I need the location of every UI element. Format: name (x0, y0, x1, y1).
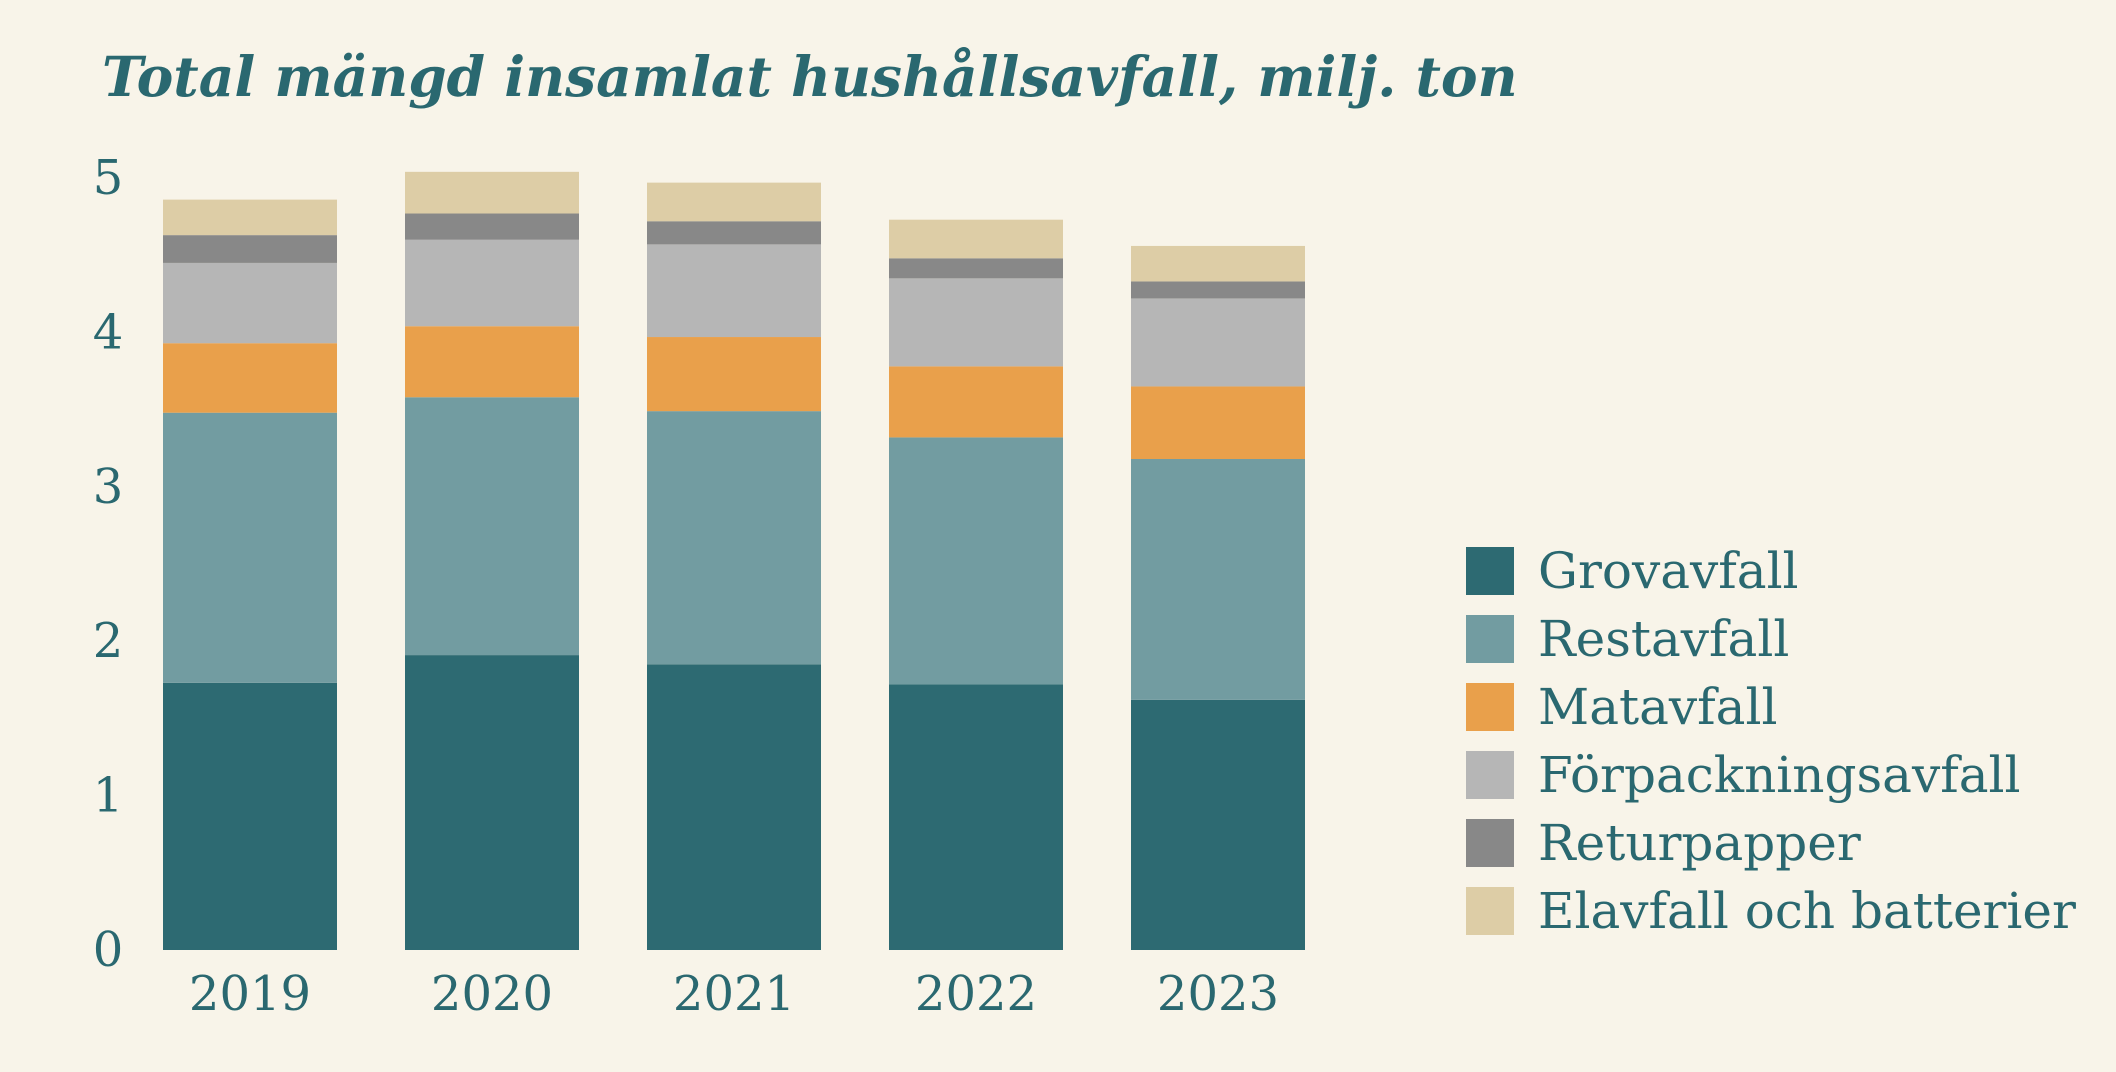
bar-segment (889, 366, 1063, 438)
legend-item: Matavfall (1466, 673, 2076, 741)
bar-segment (647, 182, 821, 222)
bar-segment (163, 262, 337, 344)
legend-swatch (1466, 751, 1514, 799)
legend-item: Förpackningsavfall (1466, 741, 2076, 809)
legend-item: Restavfall (1466, 605, 2076, 673)
bar-segment (405, 239, 579, 327)
legend-label: Returpapper (1538, 814, 1861, 872)
bar-segment (647, 221, 821, 245)
legend-item: Grovavfall (1466, 537, 2076, 605)
bar-segment (405, 397, 579, 656)
bar-segment (163, 682, 337, 950)
y-tick-label: 2 (93, 613, 124, 669)
x-tick-label: 2020 (431, 966, 553, 1022)
bar-segment (647, 411, 821, 665)
bar-segment (889, 258, 1063, 279)
legend-label: Matavfall (1538, 678, 1778, 736)
chart-title: Total mängd insamlat hushållsavfall, mil… (102, 44, 1518, 109)
y-tick-label: 5 (93, 150, 124, 206)
bar-segment (889, 219, 1063, 259)
bar-segment (1131, 459, 1305, 700)
bar-segment (647, 664, 821, 950)
bar-segment (405, 655, 579, 950)
y-tick-label: 0 (93, 922, 124, 978)
bar-segment (405, 213, 579, 240)
x-tick-label: 2019 (189, 966, 311, 1022)
bar-segment (889, 437, 1063, 685)
bar-segment (889, 684, 1063, 950)
bar-segment (405, 171, 579, 214)
legend: Grovavfall Restavfall Matavfall Förpackning… (1466, 537, 2076, 945)
bar-segment (405, 326, 579, 398)
bar-segment (163, 199, 337, 236)
bar-segment (647, 244, 821, 338)
bar-segment (647, 337, 821, 412)
legend-label: Elavfall och batterier (1538, 882, 2076, 940)
legend-swatch (1466, 547, 1514, 595)
y-tick-label: 4 (93, 304, 124, 360)
y-axis: 0 1 2 3 4 5 (93, 150, 124, 978)
x-tick-label: 2021 (673, 966, 795, 1022)
bar-segment (163, 412, 337, 683)
legend-swatch (1466, 887, 1514, 935)
x-tick-label: 2022 (915, 966, 1037, 1022)
legend-swatch (1466, 683, 1514, 731)
bar-segment (889, 278, 1063, 367)
bar-segment (1131, 245, 1305, 282)
bars (163, 171, 1305, 950)
legend-item: Elavfall och batterier (1466, 877, 2076, 945)
bar-segment (163, 343, 337, 413)
legend-label: Grovavfall (1538, 542, 1799, 600)
bar-segment (1131, 298, 1305, 387)
x-tick-label: 2023 (1157, 966, 1279, 1022)
legend-label: Restavfall (1538, 610, 1790, 668)
legend-swatch (1466, 819, 1514, 867)
bar-segment (163, 235, 337, 263)
bar-segment (1131, 281, 1305, 299)
bar-segment (1131, 386, 1305, 460)
y-tick-label: 1 (93, 768, 124, 824)
legend-label: Förpackningsavfall (1538, 746, 2021, 804)
x-axis: 2019 2020 2021 2022 2023 (189, 966, 1279, 1022)
y-tick-label: 3 (93, 459, 124, 515)
bar-segment (1131, 699, 1305, 950)
legend-item: Returpapper (1466, 809, 2076, 877)
legend-swatch (1466, 615, 1514, 663)
